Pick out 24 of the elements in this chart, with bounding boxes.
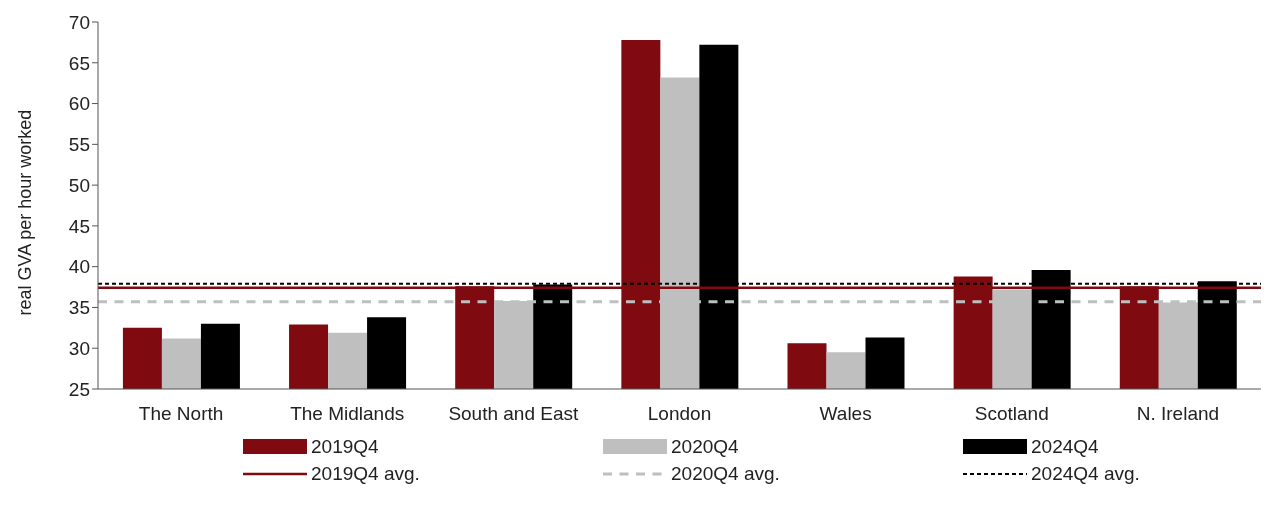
legend-label: 2024Q4 xyxy=(1031,435,1099,458)
legend-label: 2024Q4 avg. xyxy=(1031,462,1140,485)
x-tick-label: N. Ireland xyxy=(1136,403,1220,425)
x-tick-label: Scotland xyxy=(974,403,1049,425)
y-tick-label: 25 xyxy=(68,378,90,400)
y-tick-label: 65 xyxy=(68,52,90,74)
legend-label: 2019Q4 avg. xyxy=(311,462,420,485)
y-tick-label: 55 xyxy=(68,134,90,156)
legend-label: 2020Q4 avg. xyxy=(671,462,780,485)
y-tick-label: 60 xyxy=(68,93,90,115)
y-tick-label: 40 xyxy=(68,256,90,278)
y-tick-label: 45 xyxy=(68,215,90,237)
legend-label: 2019Q4 xyxy=(311,435,379,458)
x-tick-label: London xyxy=(647,403,712,425)
x-tick-label: The Midlands xyxy=(290,403,405,425)
x-tick-label: The North xyxy=(138,403,224,425)
x-tick-label: Wales xyxy=(819,403,872,425)
y-tick-label: 70 xyxy=(68,11,90,33)
y-tick-label: 50 xyxy=(68,174,90,196)
legend-label: 2020Q4 xyxy=(671,435,739,458)
y-tick-label: 30 xyxy=(68,337,90,359)
y-tick-label: 35 xyxy=(68,297,90,319)
y-axis-title: real GVA per hour worked xyxy=(15,109,36,316)
x-tick-label: South and East xyxy=(448,403,580,425)
